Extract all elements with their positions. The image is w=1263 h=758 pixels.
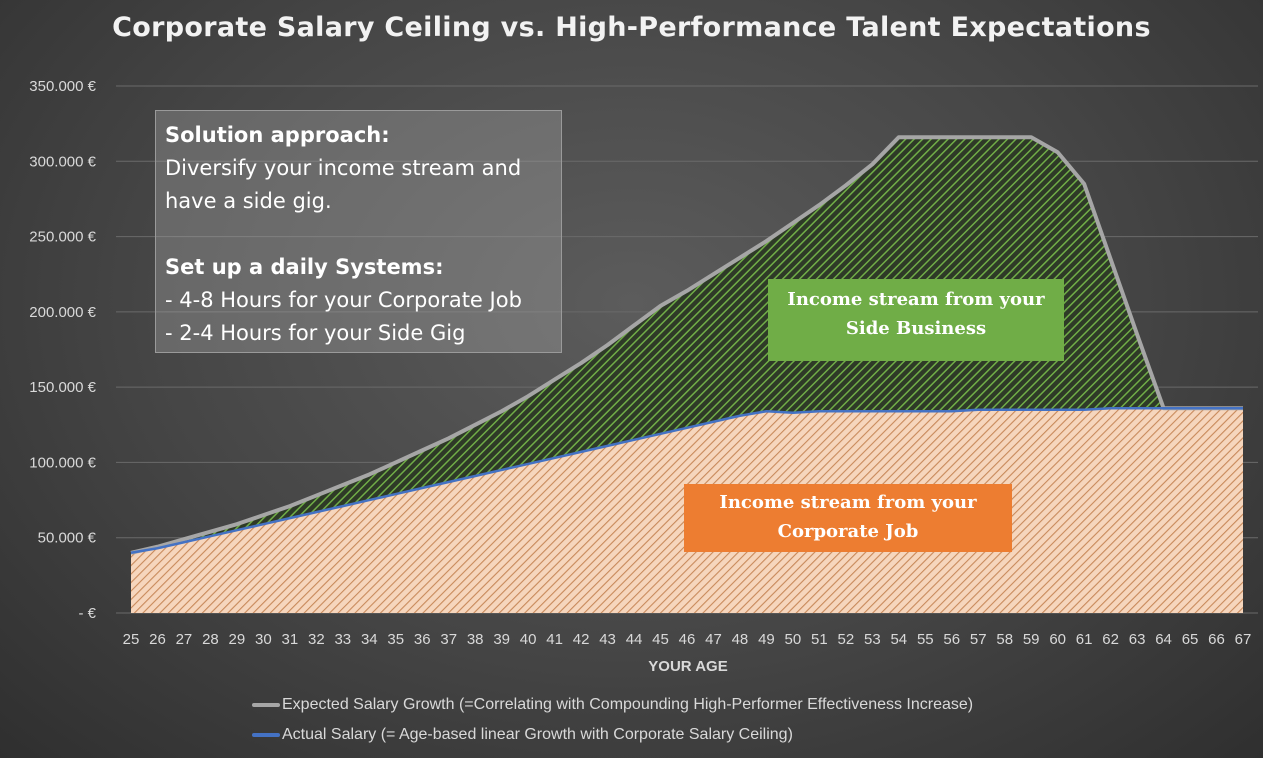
- x-tick-label: 27: [176, 631, 193, 648]
- note-heading-solution: Solution approach:: [165, 123, 390, 147]
- x-tick-label: 67: [1235, 631, 1252, 648]
- x-tick-label: 64: [1155, 631, 1172, 648]
- x-tick-label: 45: [652, 631, 669, 648]
- x-tick-label: 61: [1076, 631, 1093, 648]
- x-tick-label: 37: [440, 631, 457, 648]
- x-tick-label: 41: [546, 631, 563, 648]
- x-tick-label: 63: [1129, 631, 1146, 648]
- x-tick-label: 39: [493, 631, 510, 648]
- legend-label: Actual Salary (= Age-based linear Growth…: [282, 726, 793, 743]
- y-tick-label: 250.000 €: [29, 229, 96, 246]
- callout-line: Income stream from your: [719, 492, 977, 513]
- x-tick-label: 53: [864, 631, 881, 648]
- x-tick-label: 56: [943, 631, 960, 648]
- legend-item-expected: Expected Salary Growth (=Correlating wit…: [252, 696, 973, 714]
- side-business-area: [131, 137, 1243, 553]
- x-tick-label: 47: [705, 631, 722, 648]
- note-line: Diversify your income stream and: [165, 156, 522, 180]
- x-tick-label: 38: [467, 631, 484, 648]
- x-tick-label: 28: [202, 631, 219, 648]
- x-tick-label: 65: [1182, 631, 1199, 648]
- y-tick-label: 100.000 €: [29, 454, 96, 471]
- y-tick-label: 50.000 €: [38, 530, 97, 547]
- x-tick-label: 55: [917, 631, 934, 648]
- y-tick-label: 150.000 €: [29, 379, 96, 396]
- x-tick-label: 25: [123, 631, 140, 648]
- x-tick-label: 46: [679, 631, 696, 648]
- y-tick-label: 350.000 €: [29, 78, 96, 95]
- chart-title: Corporate Salary Ceiling vs. High-Perfor…: [112, 12, 1151, 43]
- callout-line: Corporate Job: [777, 521, 919, 542]
- x-tick-label: 43: [599, 631, 616, 648]
- note-heading-systems: Set up a daily Systems:: [165, 255, 444, 279]
- x-axis-ticks: 25 26 27 28 29 30 31 32 33 34 35 36 37 38 39 40 41 42 43 44…: [123, 631, 1252, 648]
- x-tick-label: 62: [1102, 631, 1119, 648]
- expected-salary-line: [130, 135, 1243, 555]
- x-tick-label: 51: [811, 631, 828, 648]
- legend-label: Expected Salary Growth (=Correlating wit…: [282, 696, 974, 713]
- x-tick-label: 32: [308, 631, 325, 648]
- chart-lines: [130, 135, 1243, 555]
- x-tick-label: 59: [1023, 631, 1040, 648]
- y-tick-label: 200.000 €: [29, 304, 96, 321]
- x-tick-label: 26: [149, 631, 166, 648]
- actual-salary-line: [130, 406, 1243, 555]
- x-tick-label: 44: [626, 631, 643, 648]
- y-tick-label: 300.000 €: [29, 153, 96, 170]
- x-tick-label: 52: [838, 631, 855, 648]
- callout-line: Income stream from your: [787, 289, 1045, 310]
- note-line: - 4-8 Hours for your Corporate Job: [165, 288, 522, 312]
- solution-note: Solution approach: Diversify your income…: [155, 110, 562, 353]
- x-tick-label: 35: [387, 631, 404, 648]
- y-tick-label: - €: [78, 605, 96, 622]
- x-tick-label: 57: [970, 631, 987, 648]
- x-tick-label: 60: [1049, 631, 1066, 648]
- x-axis-label: YOUR AGE: [648, 658, 727, 675]
- x-tick-label: 36: [414, 631, 431, 648]
- x-tick-label: 29: [229, 631, 246, 648]
- corporate-job-callout: Income stream from your Corporate Job: [684, 484, 1012, 552]
- legend-swatch-gray: [252, 702, 280, 707]
- x-tick-label: 40: [520, 631, 537, 648]
- x-tick-label: 66: [1208, 631, 1225, 648]
- x-tick-label: 42: [573, 631, 590, 648]
- x-tick-label: 48: [732, 631, 749, 648]
- x-tick-label: 30: [255, 631, 272, 648]
- x-tick-label: 58: [996, 631, 1013, 648]
- x-tick-label: 49: [758, 631, 775, 648]
- x-tick-label: 31: [282, 631, 299, 648]
- legend-swatch-blue: [252, 732, 280, 737]
- x-tick-label: 54: [890, 631, 907, 648]
- note-line: - 2-4 Hours for your Side Gig: [165, 321, 466, 345]
- legend-item-actual: Actual Salary (= Age-based linear Growth…: [252, 726, 793, 744]
- x-tick-label: 34: [361, 631, 378, 648]
- side-business-callout: Income stream from your Side Business: [768, 279, 1064, 361]
- x-tick-label: 50: [785, 631, 802, 648]
- y-axis-ticks: - € 50.000 € 100.000 € 150.000 € 200.000 € 25…: [29, 78, 96, 622]
- note-line: have a side gig.: [165, 189, 332, 213]
- callout-line: Side Business: [845, 318, 987, 339]
- x-tick-label: 33: [334, 631, 351, 648]
